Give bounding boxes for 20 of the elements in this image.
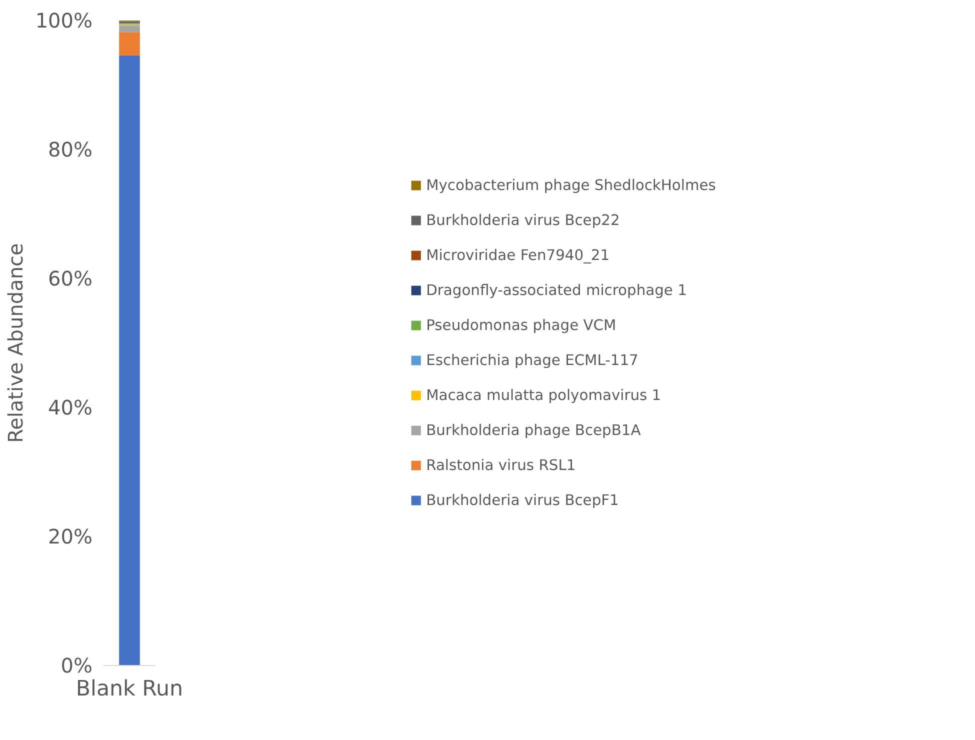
y-tick-label: 60% [48, 266, 92, 290]
x-tick-label: Blank Run [76, 676, 184, 702]
legend-label: Escherichia phage ECML-117 [426, 352, 638, 368]
y-axis-title: Relative Abundance [3, 243, 28, 443]
legend-label: Ralstonia virus RSL1 [426, 456, 576, 474]
legend-label: Mycobacterium phage ShedlockHolmes [426, 176, 716, 194]
legend-label: Macaca mulatta polyomavirus 1 [426, 386, 662, 404]
legend-label: Pseudomonas phage VCM [426, 316, 616, 334]
legend-label: Burkholderia phage BcepB1A [426, 422, 641, 438]
y-tick-label: 20% [48, 524, 92, 548]
y-tick-label: 80% [48, 138, 92, 162]
y-tick-label: 100% [35, 8, 93, 32]
y-tick-label: 0% [60, 654, 93, 678]
legend-label: Microviridae Fen7940_21 [426, 246, 610, 264]
y-tick-label: 40% [48, 396, 92, 420]
legend-label: Burkholderia virus Bcep22 [426, 212, 620, 228]
bar [119, 32, 140, 56]
legend-label: Burkholderia virus BcepF1 [426, 492, 619, 508]
legend-label: Dragonfly-associated microphage 1 [426, 282, 687, 298]
bar [119, 25, 140, 32]
